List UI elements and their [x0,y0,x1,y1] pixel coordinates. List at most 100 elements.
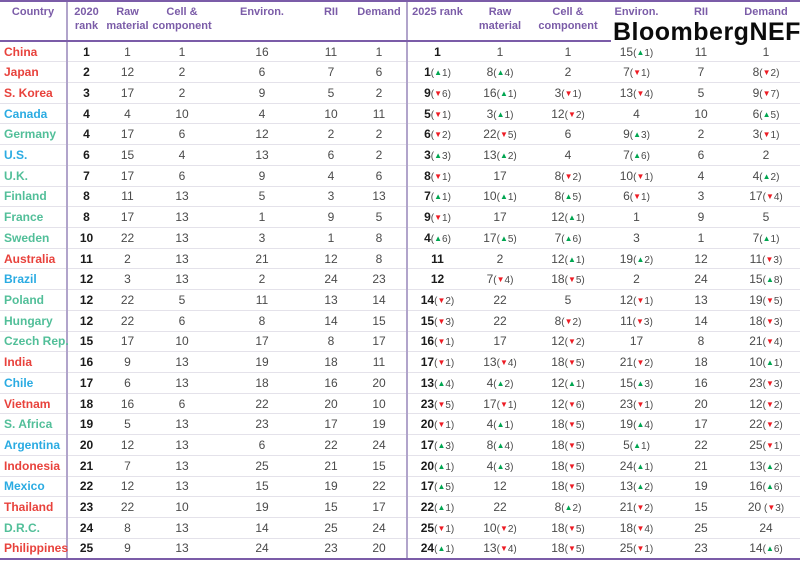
value-cell: 12 [310,248,352,270]
value-cell: 6 [150,393,214,415]
value-cell: 17 [105,82,150,104]
table-row: Chile 17 6 13 18 16 20 13(▲4) 4(▲2) 12(▲1) 15(▲3) 1… [0,372,800,394]
up-arrow-icon: ▲ [633,130,642,140]
rank-cell: 25 [66,538,105,560]
down-arrow-icon: ▼ [765,254,774,264]
value-cell: 6 [214,61,310,83]
value-cell: 7 [310,61,352,83]
rank-cell: 4 [66,123,105,146]
value-cell: 21(▼2) [603,351,670,373]
value-cell: 1 [310,227,352,249]
up-arrow-icon: ▲ [762,171,771,181]
rank-cell: 23 [66,496,105,519]
value-cell: 5 [310,82,352,104]
down-arrow-icon: ▼ [636,503,645,513]
value-cell: 6 [533,123,603,146]
country-name: Philippines [0,538,68,560]
country-name: Sweden [0,227,67,249]
rank-cell: 17(▲5) [406,476,467,498]
down-arrow-icon: ▼ [633,68,642,78]
up-arrow-icon: ▲ [636,461,645,471]
table-row: France 8 17 13 1 9 5 9(▼1) 17 12(▲1) 1 9 5 [0,206,800,228]
value-cell: 22(▼2) [732,413,800,436]
rank-cell: 8 [66,206,105,228]
value-cell: 13 [150,268,214,291]
table-body: China 1 1 1 16 11 1 1 1 1 15(▲1) 11 1 Japan 2 12 2 6 7 6 1(▲… [0,41,800,560]
header-environ-2020: Environ. [214,0,310,42]
value-cell: 10(▼2) [467,517,533,539]
country-name: Canada [0,103,67,125]
down-arrow-icon: ▼ [499,544,508,554]
value-cell: 8 [352,248,407,270]
up-arrow-icon: ▲ [765,544,774,554]
up-arrow-icon: ▲ [499,150,508,160]
rank-cell: 8(▼1) [406,165,467,187]
value-cell: 10 [352,393,407,415]
header-demand-2020: Demand [352,0,407,42]
value-cell: 6(▼1) [603,186,670,208]
value-cell: 5 [150,289,214,311]
value-cell: 17 [105,123,150,146]
up-arrow-icon: ▲ [496,68,505,78]
value-cell: 2 [150,61,214,83]
value-cell: 25 [214,455,310,477]
country-name: India [0,351,67,373]
value-cell: 11 [670,41,732,63]
table-row: Mexico 22 12 13 15 19 22 17(▲5) 12 18(▼5) 13(▲2) 19… [0,476,800,498]
value-cell: 12(▼1) [603,289,670,311]
table-row: Canada 4 4 10 4 10 11 5(▼1) 3(▲1) 12(▼2) 4 10 6(▲5) [0,103,800,125]
country-name: France [0,206,67,228]
value-cell: 12 [105,434,150,456]
value-cell: 13(▲2) [732,455,800,477]
value-cell: 3 [105,268,150,291]
down-arrow-icon: ▼ [437,316,446,326]
value-cell: 3 [603,227,670,249]
value-cell: 22 [352,476,407,498]
rank-cell: 7(▲1) [406,186,467,208]
down-arrow-icon: ▼ [633,192,642,202]
value-cell: 24 [310,268,352,291]
table-row: Brazil 12 3 13 2 24 23 12 7(▼4) 18(▼5) 2 24 15(▲8) [0,268,800,291]
rank-cell: 7 [66,165,105,187]
up-arrow-icon: ▲ [499,192,508,202]
value-cell: 24 [352,517,407,539]
value-cell: 15 [670,496,732,519]
value-cell: 1 [467,41,533,63]
rank-cell: 24(▲1) [406,538,467,560]
value-cell: 17(▲5) [467,227,533,249]
value-cell: 3 [670,186,732,208]
down-arrow-icon: ▼ [636,295,645,305]
country-name: Brazil [0,268,67,291]
value-cell: 13 [150,538,214,560]
rank-cell: 4(▲6) [406,227,467,249]
value-cell: 22 [310,434,352,456]
country-name: Mexico [0,476,67,498]
down-arrow-icon: ▼ [636,399,645,409]
value-cell: 18 [214,372,310,394]
value-cell: 11 [352,351,407,373]
value-cell: 19 [670,476,732,498]
value-cell: 9 [105,351,150,373]
country-name: Chile [0,372,67,394]
value-cell: 12 [467,476,533,498]
rank-cell: 8 [66,186,105,208]
value-cell: 8(▼2) [533,310,603,332]
down-arrow-icon: ▼ [765,337,774,347]
value-cell: 6 [214,434,310,456]
value-cell: 1 [603,206,670,228]
up-arrow-icon: ▲ [437,378,446,388]
value-cell: 18(▼5) [533,476,603,498]
value-cell: 3(▲1) [467,103,533,125]
value-cell: 4(▲3) [467,455,533,477]
table-row: S. Korea 3 17 2 9 5 2 9(▼6) 16(▲1) 3(▼1) 13(▼4) 5 9(… [0,82,800,104]
value-cell: 18 [310,351,352,373]
up-arrow-icon: ▲ [564,192,573,202]
value-cell: 17 [310,413,352,436]
rank-cell: 3(▲3) [406,144,467,166]
rank-cell: 19 [66,413,105,436]
value-cell: 7 [670,61,732,83]
rank-cell: 3 [66,82,105,104]
down-arrow-icon: ▼ [765,378,774,388]
up-arrow-icon: ▲ [765,482,774,492]
value-cell: 25 [310,517,352,539]
